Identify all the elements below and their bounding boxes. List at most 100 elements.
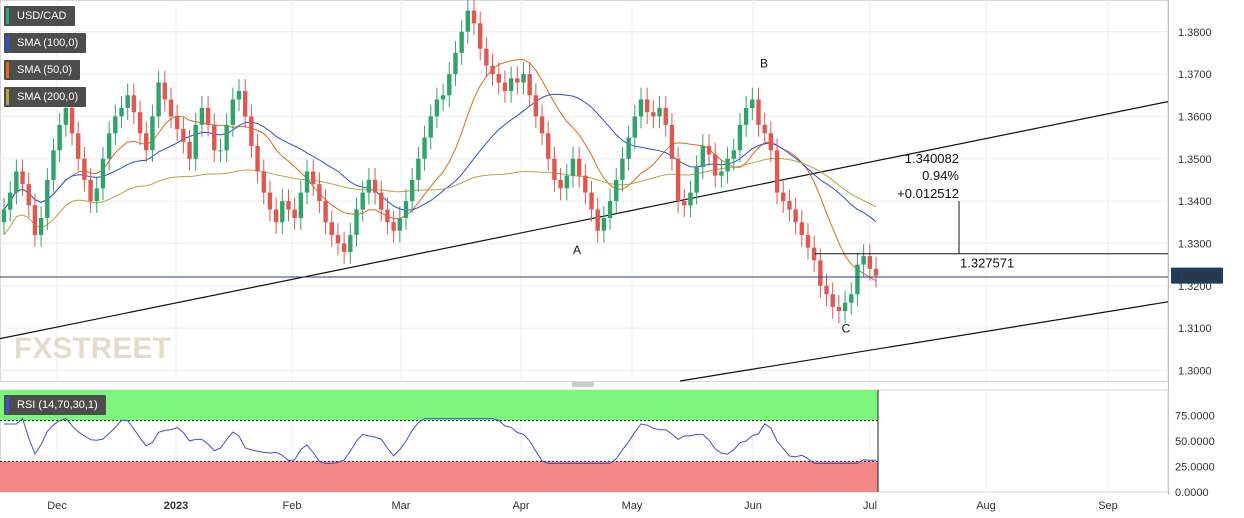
candle-body [743, 107, 749, 125]
candle-body [669, 124, 675, 159]
candle-body [199, 107, 205, 125]
time-tick-label: Aug [976, 500, 996, 512]
price-tick-label: 1.3000 [1178, 365, 1212, 377]
candle-body [348, 234, 353, 252]
candle-body [521, 74, 526, 83]
candle-body [781, 192, 786, 202]
candle-body [205, 107, 211, 125]
candle-body [527, 74, 532, 96]
candle-body [242, 91, 248, 117]
candle-body [329, 222, 334, 235]
candle-body [280, 201, 285, 223]
candle-body [168, 99, 174, 117]
candle-body [317, 184, 322, 202]
candle-body [873, 268, 879, 276]
candle-body [428, 116, 433, 138]
price-tick-label: 1.3300 [1178, 238, 1212, 250]
time-axis: Dec 2023 Feb Mar Apr May Jun Jul Aug Sep [47, 500, 1118, 512]
candle-body [675, 158, 681, 202]
time-tick-label: Apr [512, 500, 529, 512]
legend-rsi[interactable]: RSI (14,70,30,1) [4, 395, 106, 415]
candle-body [125, 95, 130, 108]
candle-body [261, 171, 266, 193]
time-tick-label: Sep [1098, 500, 1118, 512]
candle-body [811, 247, 817, 261]
legend-sma200[interactable]: SMA (200,0) [4, 87, 87, 107]
candle-body [193, 124, 198, 159]
rsi-overbought-zone [0, 390, 878, 421]
candle-body [131, 95, 137, 113]
candle-body [515, 78, 520, 83]
candle-body [694, 167, 699, 193]
candle-body [434, 99, 440, 117]
candle-body [644, 99, 650, 113]
candle-body [366, 179, 372, 193]
rsi-oversold-zone [0, 461, 878, 492]
candle-body [570, 158, 576, 176]
candle-body [688, 192, 693, 206]
time-tick-label: May [622, 500, 643, 512]
candle-body [335, 234, 341, 244]
candle-body [453, 52, 458, 75]
candle-body [106, 133, 112, 159]
candle-body [137, 112, 143, 134]
candle-body [162, 82, 167, 100]
candle-body [638, 99, 644, 117]
price-tick-label: 1.3500 [1178, 154, 1212, 166]
candle-body [38, 218, 44, 235]
candle-body [762, 124, 767, 134]
legend-swatch [6, 397, 9, 413]
legend-symbol[interactable]: USD/CAD [4, 6, 75, 26]
candle-body [725, 158, 730, 172]
candle-body [385, 209, 390, 223]
candle-body [663, 107, 668, 125]
pane-splitter [572, 382, 594, 387]
measure-value-readout: 1.340082 [905, 151, 959, 166]
candle-body [255, 146, 260, 172]
candle-body [88, 179, 93, 202]
candle-body [682, 201, 687, 206]
candle-body [100, 158, 106, 189]
candle-body [768, 133, 774, 151]
candle-body [187, 141, 192, 159]
candle-body [286, 201, 291, 210]
candle-body [626, 137, 631, 159]
candle-body [614, 179, 619, 202]
candles [1, 0, 879, 324]
legend-symbol-label: USD/CAD [17, 10, 67, 22]
legend-sma200-label: SMA (200,0) [17, 91, 79, 103]
candle-body [719, 171, 724, 176]
rsi-pane: 75.0000 50.0000 25.0000 0.0000 [0, 389, 1215, 499]
candle-body [360, 192, 365, 210]
rsi-tick-label: 50.0000 [1175, 436, 1215, 448]
candle-body [422, 137, 427, 159]
price-tick-label: 1.3200 [1178, 281, 1212, 293]
candle-body [477, 23, 483, 49]
legend-rsi-label: RSI (14,70,30,1) [17, 399, 98, 411]
candle-body [379, 192, 384, 210]
candle-body [459, 31, 464, 53]
candle-body [787, 201, 792, 210]
last-price-label: 1.322390 [1175, 271, 1221, 283]
candle-body [51, 150, 56, 180]
candle-body [397, 218, 403, 231]
candle-body [508, 78, 514, 92]
candle-body [799, 222, 804, 235]
candle-body [323, 201, 328, 223]
candle-body [236, 91, 242, 100]
candle-body [7, 192, 13, 210]
candle-body [756, 99, 761, 125]
candle-body [224, 124, 229, 151]
point-label-b: B [760, 57, 768, 71]
candle-body [416, 158, 421, 180]
rsi-tick-label: 75.0000 [1175, 411, 1215, 423]
candle-body [447, 74, 452, 96]
legend-sma100-label: SMA (100,0) [17, 37, 79, 49]
time-tick-label: 2023 [164, 500, 188, 512]
price-tick-label: 1.3600 [1178, 111, 1212, 123]
candle-body [737, 124, 743, 151]
legend-sma50[interactable]: SMA (50,0) [4, 60, 81, 80]
candle-body [533, 95, 539, 117]
candle-body [94, 188, 99, 202]
legend-sma100[interactable]: SMA (100,0) [4, 33, 87, 53]
